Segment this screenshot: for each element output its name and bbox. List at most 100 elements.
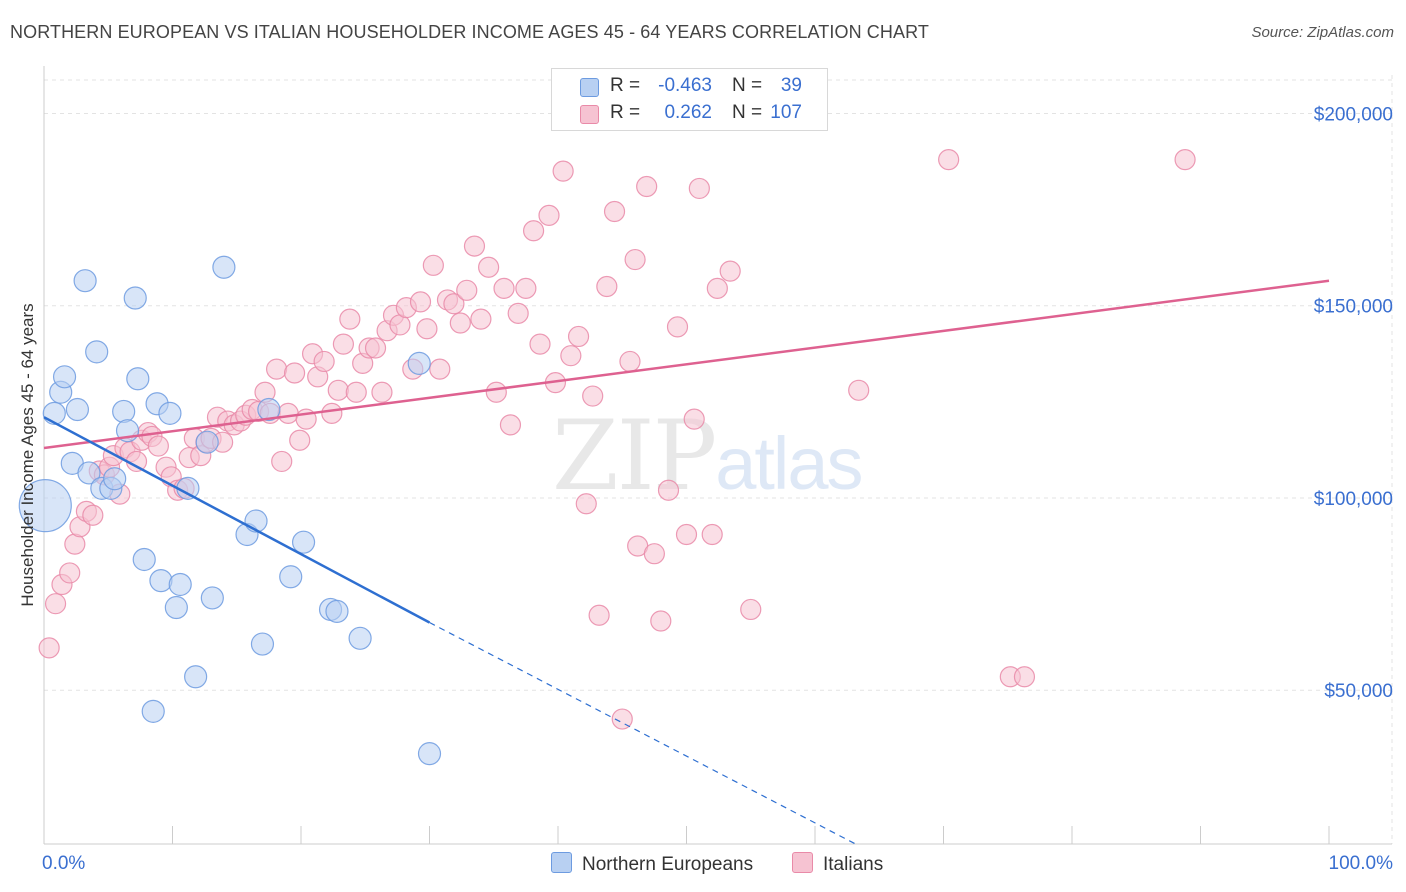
- italian-point-87: [588, 604, 610, 626]
- northern-r-value: -0.463: [658, 75, 712, 96]
- italian-point-52: [345, 381, 367, 403]
- northern-point-38: [417, 742, 442, 766]
- italian-point-68: [449, 312, 471, 334]
- bottom-legend-italian: Italians: [792, 852, 883, 876]
- northern-point-23: [176, 476, 200, 500]
- italian-n-value: 107: [770, 102, 802, 123]
- italian-point-100: [683, 408, 705, 430]
- italian-point-76: [507, 302, 529, 324]
- northern-point-0: [18, 479, 72, 533]
- italian-point-92: [624, 248, 646, 271]
- italian-point-79: [529, 333, 551, 355]
- y-tick-label-1: $100,000: [1314, 489, 1393, 510]
- italian-point-86: [582, 385, 604, 407]
- italian-point-74: [493, 277, 515, 299]
- northern-point-26: [200, 586, 224, 610]
- italian-point-63: [416, 318, 438, 340]
- italian-point-105: [740, 598, 762, 621]
- y-tick-label-2: $150,000: [1314, 297, 1393, 318]
- italian-point-106: [848, 379, 870, 401]
- grid-lines: [44, 75, 1393, 844]
- italian-point-77: [515, 277, 537, 299]
- italian-point-99: [675, 523, 698, 546]
- northern-point-25: [195, 430, 219, 454]
- chart-source: Source: ZipAtlas.com: [1251, 24, 1394, 41]
- northern-point-22: [168, 572, 192, 597]
- italian-point-83: [560, 345, 582, 367]
- italian-point-0: [38, 637, 60, 659]
- northern-point-24: [184, 665, 208, 689]
- tick-labels: $50,000 $100,000 $150,000 $200,000 0.0% 100.0…: [42, 104, 1393, 874]
- y-axis-label: Householder Income Ages 45 - 64 years: [18, 303, 37, 607]
- northern-trend-extension: [429, 621, 856, 845]
- northern-n-label: N =: [732, 75, 763, 96]
- italian-point-47: [313, 350, 335, 373]
- northern-point-5: [65, 397, 90, 422]
- italian-point-64: [422, 254, 444, 276]
- italian-point-41: [277, 402, 299, 424]
- northern-point-6: [73, 269, 97, 293]
- bottom-legend-northern: Northern Europeans: [551, 852, 753, 876]
- northern-point-37: [407, 351, 431, 375]
- italian-point-80: [538, 204, 560, 226]
- northern-point-11: [103, 467, 127, 491]
- y-tick-label-0: $50,000: [1324, 681, 1393, 702]
- italian-point-50: [332, 333, 355, 355]
- axes: [43, 66, 1392, 845]
- northern-point-14: [123, 286, 147, 310]
- italian-point-3: [59, 562, 81, 584]
- italian-point-103: [706, 277, 728, 299]
- italian-point-69: [456, 279, 478, 301]
- chart-title: NORTHERN EUROPEAN VS ITALIAN HOUSEHOLDER…: [10, 22, 929, 42]
- northern-point-17: [141, 699, 165, 723]
- northern-point-32: [279, 565, 303, 589]
- italian-r-value: 0.262: [664, 102, 712, 123]
- northern-legend-swatch-icon: [551, 852, 572, 873]
- northern-point-33: [291, 530, 316, 554]
- northern-r-label: R =: [610, 75, 641, 96]
- italian-point-88: [596, 275, 618, 298]
- italian-point-71: [470, 308, 492, 330]
- italian-point-110: [1174, 148, 1196, 171]
- italian-point-84: [567, 325, 590, 348]
- italian-point-95: [643, 543, 665, 565]
- italian-point-75: [499, 414, 522, 436]
- northern-point-19: [149, 569, 173, 593]
- italian-point-97: [657, 479, 680, 501]
- legend-row-italian: R = 0.262 N = 107: [552, 99, 827, 127]
- italian-r-label: R =: [610, 102, 641, 123]
- northern-point-31: [257, 397, 281, 422]
- stats-legend: R = -0.463 N = 39 R = 0.262 N = 107: [551, 68, 828, 131]
- northern-point-21: [164, 595, 188, 620]
- italian-point-104: [719, 260, 741, 282]
- italian-point-72: [478, 256, 500, 278]
- northern-point-36: [348, 626, 372, 650]
- italian-point-43: [289, 429, 311, 451]
- italian-n-label: N =: [732, 102, 763, 123]
- italian-point-40: [271, 450, 293, 473]
- x-tick-label-1: 100.0%: [1329, 853, 1394, 874]
- northern-point-12: [112, 399, 136, 424]
- italian-point-78: [522, 220, 545, 242]
- italian-point-98: [666, 316, 689, 338]
- italian-point-109: [1013, 666, 1036, 688]
- y-axis-label-container: Householder Income Ages 45 - 64 years: [8, 75, 48, 835]
- northern-trend-line: [43, 416, 431, 624]
- northern-n-value: 39: [780, 75, 802, 96]
- italian-point-107: [938, 148, 960, 171]
- italian-point-48: [321, 402, 343, 424]
- northern-point-30: [250, 632, 275, 656]
- italian-point-19: [147, 435, 169, 457]
- northern-point-7: [77, 461, 101, 485]
- italian-point-42: [283, 362, 306, 384]
- northern-point-35: [325, 599, 349, 623]
- northern-point-20: [158, 401, 182, 425]
- northern-point-27: [212, 255, 236, 279]
- italian-point-102: [701, 523, 723, 546]
- northern-swatch-icon: [580, 78, 599, 97]
- italian-point-56: [371, 381, 393, 403]
- trend-lines: [43, 279, 1330, 845]
- italian-point-55: [364, 337, 387, 359]
- italian-point-85: [575, 493, 597, 515]
